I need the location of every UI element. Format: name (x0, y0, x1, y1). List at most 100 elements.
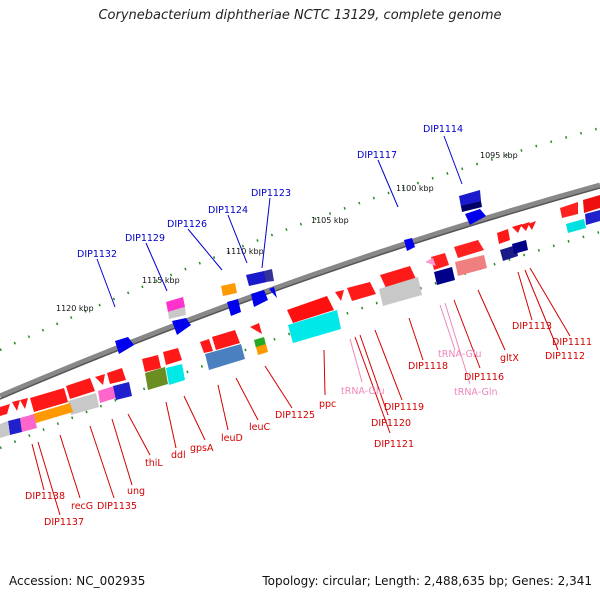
gene-arrow (115, 337, 134, 354)
gene-label: DIP1129 (125, 233, 165, 244)
gene-label: DIP1123 (251, 188, 291, 199)
gene-label: DIP1112 (545, 351, 585, 362)
gene-bar (33, 403, 73, 423)
gene-arrow (528, 221, 536, 230)
leader-line (217, 384, 229, 431)
gene-arrow (250, 323, 262, 334)
leader-line (261, 197, 271, 269)
gene-arrow (95, 374, 105, 385)
gene-arrow (512, 224, 522, 233)
leader-line (235, 377, 259, 421)
accession-text: Accession: NC_002935 (9, 574, 146, 588)
gene-label: DIP1120 (371, 418, 411, 429)
leader-line (354, 336, 391, 434)
scale-label: 1095 kbp (480, 151, 518, 160)
gene-label: DIP1121 (374, 439, 414, 450)
leader-line (408, 317, 424, 361)
leader-line (145, 242, 168, 292)
gene-label: leuC (249, 422, 271, 433)
gene-label: gltX (500, 353, 519, 364)
leader-line (165, 401, 177, 449)
gene-bar (98, 386, 116, 403)
leader-line (529, 267, 571, 337)
gene-arrow (227, 299, 241, 316)
gene-arrow (335, 290, 344, 301)
genome-backbone (0, 182, 600, 399)
gene-label: DIP1138 (25, 491, 65, 502)
leader-line (127, 413, 151, 456)
gene-arrow (12, 400, 20, 411)
gene-label: tRNA-Gln (454, 387, 498, 398)
gene-arrow (0, 404, 10, 416)
reverse-genes (115, 190, 486, 354)
gene-bar (288, 310, 341, 343)
gene-bar (512, 240, 528, 254)
scale-label: 1115 kbp (142, 276, 180, 285)
leader-line (264, 365, 293, 409)
gene-arrow (66, 378, 95, 399)
gene-label: ppc (319, 399, 336, 410)
leader-line (477, 289, 506, 351)
leader-line (96, 258, 116, 308)
scale-label: 1110 kbp (226, 247, 264, 256)
gene-arrow (246, 271, 267, 286)
leader-lines (31, 135, 571, 516)
gene-arrow (142, 355, 161, 372)
leader-line (517, 271, 533, 321)
map-title: Corynebacterium diphtheriae NCTC 13129, … (98, 8, 502, 23)
gene-bar (20, 414, 37, 432)
genome-summary-text: Topology: circular; Length: 2,488,635 bp… (262, 574, 592, 588)
gene-arrow (497, 229, 510, 244)
gene-bar (166, 364, 185, 385)
gene-label: thiL (145, 458, 163, 469)
gene-bar (256, 344, 268, 355)
leader-line (443, 135, 463, 185)
gene-label: DIP1114 (423, 124, 463, 135)
leader-line (374, 329, 403, 401)
gene-arrow (287, 296, 334, 323)
gene-arrow (560, 202, 578, 218)
gene-arrow (251, 290, 268, 307)
gene-label: leuD (221, 433, 243, 444)
gene-label: DIP1118 (408, 361, 448, 372)
gene-arrow (212, 330, 240, 350)
gene-arrow (20, 398, 28, 409)
gene-arrow (166, 297, 185, 312)
gene-label: DIP1135 (97, 501, 137, 512)
leader-line (453, 299, 481, 369)
leader-line (59, 434, 81, 499)
gene-arrow (168, 307, 186, 319)
gene-arrow (465, 209, 486, 225)
gene-arrow (380, 266, 416, 288)
gene-label: tRNA-Glu (438, 349, 482, 360)
gene-bar (8, 418, 22, 435)
second-track (0, 210, 600, 438)
leader-line (377, 159, 399, 208)
genome-backbone-shadow (0, 187, 600, 400)
gene-arrow (172, 318, 191, 335)
gene-arrow (264, 269, 274, 282)
leader-line (359, 334, 389, 416)
gene-arrow (30, 388, 68, 412)
gene-arrow (347, 282, 376, 301)
gene-arrow (583, 195, 600, 213)
gene-bar (113, 382, 132, 400)
lower-gene-labels: DIP1113 DIP1111 DIP1112 gltX tRNA-Glu DI… (25, 321, 592, 528)
gene-label: DIP1117 (357, 150, 397, 161)
gene-bar (145, 367, 168, 390)
scale-labels: 1095 kbp 1100 kbp 1105 kbp 1110 kbp 1115… (56, 151, 518, 313)
gene-label: tRNA-Glu (341, 386, 385, 397)
gene-arrow (459, 190, 481, 207)
gene-bar (379, 277, 422, 306)
gene-label: DIP1111 (552, 337, 592, 348)
gene-label: DIP1119 (384, 402, 424, 413)
gene-arrow (269, 287, 277, 298)
gene-arrow (520, 222, 530, 231)
gene-label: DIP1124 (208, 205, 248, 216)
gene-label: ung (127, 486, 145, 497)
gene-bar (566, 219, 586, 233)
gene-label: DIP1137 (44, 517, 84, 528)
blue-gene-labels: DIP1114 DIP1117 DIP1123 DIP1124 DIP1126 … (77, 124, 463, 260)
leader-line (444, 302, 471, 385)
gene-bar (205, 344, 245, 370)
